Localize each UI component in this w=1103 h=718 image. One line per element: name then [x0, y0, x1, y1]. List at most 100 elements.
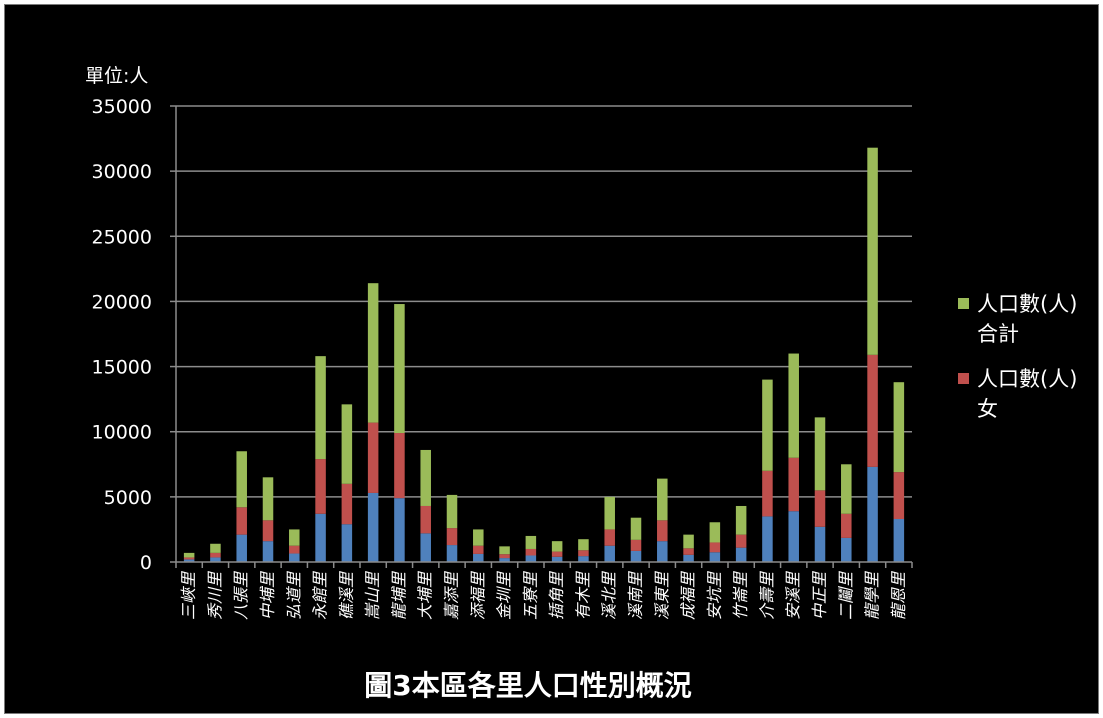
x-category-label: 嘉添里	[442, 571, 461, 620]
bar-segment-2	[709, 522, 721, 543]
bar-segment-2	[630, 517, 642, 540]
bar-segment-2	[210, 543, 221, 553]
bar-segment-1	[630, 539, 642, 551]
bar-segment-1	[604, 529, 615, 546]
bar-segment-2	[473, 529, 484, 546]
bar-segment-0	[341, 524, 353, 562]
bar-segment-2	[236, 451, 247, 508]
x-category-label: 秀川里	[205, 571, 224, 620]
bar-segment-0	[551, 556, 563, 562]
bar-segment-2	[551, 541, 563, 552]
x-category-label: 龍埔里	[389, 571, 408, 620]
bar-segment-1	[420, 505, 431, 534]
bar-segment-0	[657, 541, 668, 562]
bar-segment-2	[341, 404, 353, 484]
bar-segment-0	[814, 526, 826, 562]
bar-segment-2	[867, 147, 878, 355]
bar-segment-0	[762, 516, 773, 562]
bar-segment-1	[394, 433, 405, 499]
bar-segment-1	[814, 490, 826, 527]
x-category-label: 八張里	[232, 571, 251, 620]
bar-segment-1	[551, 551, 563, 557]
bar-segment-1	[499, 554, 510, 559]
bar-segment-2	[420, 449, 431, 506]
bar-segment-1	[683, 548, 694, 555]
x-category-label: 嵩山里	[363, 571, 382, 620]
bar-segment-2	[604, 496, 615, 530]
bar-segment-2	[499, 546, 510, 555]
legend-label-line2: 合計	[977, 322, 1019, 346]
bar-segment-1	[709, 542, 721, 553]
bar-segment-1	[210, 552, 221, 558]
bar-segment-1	[262, 520, 274, 542]
bar-segment-1	[657, 520, 668, 542]
bar-segment-0	[499, 558, 510, 562]
x-axis	[175, 561, 913, 568]
bar-segment-1	[893, 472, 905, 520]
x-category-label: 五寮里	[521, 571, 540, 620]
bar-segment-0	[735, 547, 747, 562]
y-tick-label: 0	[140, 552, 152, 574]
bar-segment-2	[841, 464, 852, 514]
bar-segment-1	[289, 545, 300, 554]
bar-segment-1	[525, 548, 537, 556]
bar-segment-2	[683, 534, 694, 549]
bar-segment-0	[630, 550, 642, 562]
y-tick-label: 35000	[92, 96, 152, 118]
bar-segment-1	[315, 459, 326, 514]
bar-segment-0	[841, 537, 852, 562]
y-tick-label: 20000	[92, 291, 152, 313]
bar-segment-0	[262, 541, 274, 562]
bar-segment-2	[578, 539, 589, 551]
bar-segment-0	[236, 534, 247, 562]
y-tick-label: 5000	[104, 487, 152, 509]
bar-segment-0	[683, 554, 694, 562]
x-category-label: 弘道里	[284, 571, 303, 620]
x-category-label: 添福里	[468, 571, 487, 620]
bar-segment-0	[578, 556, 589, 562]
unit-label: 單位:人	[85, 65, 148, 87]
x-category-label: 龍恩里	[889, 571, 908, 620]
x-category-label: 礁溪里	[337, 571, 356, 620]
bar-segment-0	[473, 553, 484, 562]
bar-segment-0	[604, 545, 615, 562]
bar-segment-1	[841, 513, 852, 538]
bar-segment-2	[762, 379, 773, 471]
bar-segment-0	[788, 511, 799, 562]
gridlines	[176, 105, 912, 498]
x-category-label: 三峽里	[179, 571, 198, 620]
x-category-label: 插角里	[547, 571, 566, 620]
y-tick-label: 30000	[92, 161, 152, 183]
bar-segment-1	[788, 457, 799, 512]
bar-segment-1	[762, 470, 773, 517]
chart-title: 圖3本區各里人口性別概況	[364, 669, 691, 702]
bar-segment-2	[262, 477, 274, 521]
x-category-label: 金圳里	[495, 571, 514, 620]
y-axis-ticks: 0 5000 10000 15000 20000 25000 30000 35000	[92, 96, 177, 574]
bar-segment-1	[236, 507, 247, 535]
bar-segment-0	[394, 498, 405, 562]
y-tick-label: 25000	[92, 226, 152, 248]
bar-segment-1	[367, 422, 379, 493]
bars	[183, 147, 905, 562]
x-category-label: 成福里	[679, 571, 698, 620]
bar-segment-2	[657, 478, 668, 521]
bar-segment-2	[315, 356, 326, 460]
bar-segment-0	[446, 545, 458, 562]
bar-segment-0	[525, 555, 537, 562]
bar-segment-2	[814, 417, 826, 491]
bar-segment-1	[578, 550, 589, 557]
x-axis-labels: 三峽里 秀川里 八張里 中埔里 弘道里 永館里 礁溪里 嵩山里 龍埔里 大埔里 嘉添里 添福里 金圳里五…	[179, 571, 908, 620]
bar-segment-0	[867, 466, 878, 562]
bar-segment-1	[446, 528, 458, 546]
bar-segment-0	[289, 553, 300, 562]
stacked-bar-chart: 單位:人 0 5000 10000 15000 20000 25000 30000 35000…	[85, 65, 1077, 702]
bar-segment-0	[183, 559, 195, 562]
bar-segment-0	[420, 533, 431, 562]
legend-label-line2: 女	[977, 397, 998, 421]
legend-label-line1: 人口數(人)	[977, 292, 1077, 316]
y-tick-label: 15000	[92, 357, 152, 379]
x-category-label: 永館里	[311, 571, 330, 620]
legend-label-line1: 人口數(人)	[977, 367, 1077, 391]
